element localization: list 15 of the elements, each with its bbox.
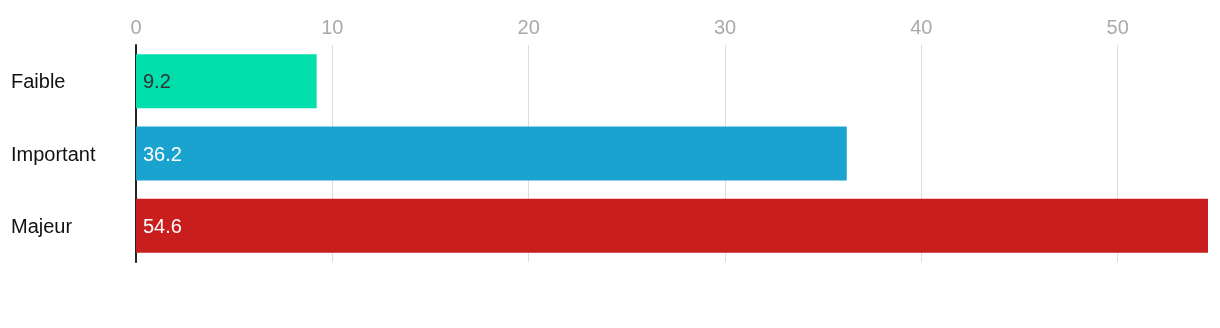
y-tick-label: Majeur [11,214,73,237]
x-tick-label: 20 [517,16,540,38]
bar [136,54,317,109]
x-tick-label: 30 [713,16,737,38]
x-tick-label: 40 [910,16,933,38]
data-label: 36.2 [143,142,182,165]
x-tick-label: 0 [130,16,142,38]
y-tick-label: Faible [11,70,66,93]
y-tick-label: Important [11,142,96,165]
x-tick-label: 50 [1106,16,1129,38]
x-tick-label: 10 [321,16,344,38]
bar [136,198,1208,253]
data-label: 54.6 [143,214,182,237]
data-label: 9.2 [143,70,171,93]
bar [136,126,847,181]
